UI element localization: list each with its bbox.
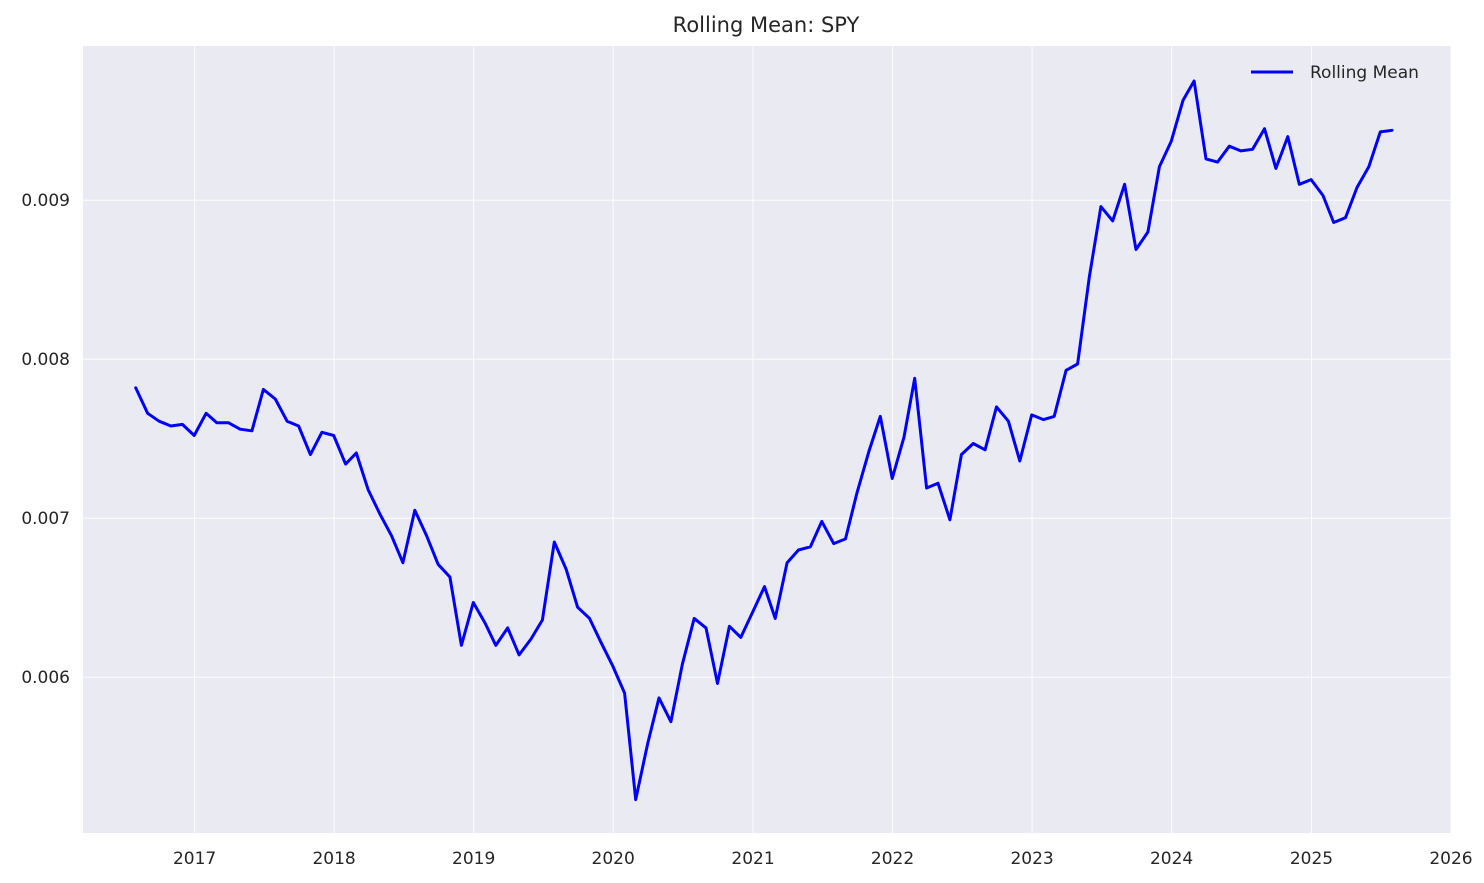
y-axis-ticks: 0.006 0.007 0.008 0.009 (21, 191, 70, 688)
x-tick-label: 2023 (1010, 849, 1053, 869)
x-tick-label: 2021 (731, 849, 774, 869)
x-tick-label: 2018 (312, 849, 355, 869)
x-tick-label: 2025 (1290, 849, 1333, 869)
y-tick-label: 0.007 (21, 509, 70, 529)
y-tick-label: 0.008 (21, 350, 70, 370)
x-tick-label: 2019 (452, 849, 495, 869)
x-tick-label: 2024 (1150, 849, 1193, 869)
x-tick-label: 2026 (1429, 849, 1472, 869)
plot-area (83, 46, 1451, 833)
x-tick-label: 2017 (173, 849, 216, 869)
x-tick-label: 2022 (871, 849, 914, 869)
legend: Rolling Mean (1251, 63, 1419, 83)
y-tick-label: 0.006 (21, 668, 70, 688)
y-tick-label: 0.009 (21, 191, 70, 211)
series-line-rolling-mean (134, 79, 1394, 802)
x-axis-ticks: 2017 2018 2019 2020 2021 2022 2023 2024 2025 2026 (173, 849, 1473, 869)
chart-title: Rolling Mean: SPY (673, 13, 860, 37)
grid (83, 46, 1452, 833)
x-tick-label: 2020 (592, 849, 635, 869)
legend-label: Rolling Mean (1310, 63, 1419, 83)
